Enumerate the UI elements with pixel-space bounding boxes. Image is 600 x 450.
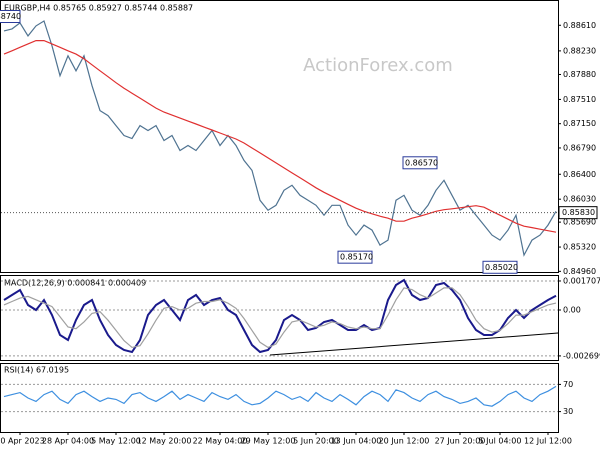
series-line — [3, 287, 557, 349]
x-tick-label: 12 Jul 12:00 — [524, 437, 572, 446]
annotation-label: 0.86570 — [405, 158, 438, 167]
x-tick-label: 5 Jun 20:00 — [293, 437, 339, 446]
annotation-box — [337, 250, 373, 264]
chart-title: EURGBP,H4 0.85765 0.85927 0.85744 0.8588… — [4, 4, 193, 13]
y-tick-label: 0.87880 — [563, 70, 596, 79]
annotation-box — [482, 260, 518, 274]
x-tick-label: 29 May 12:00 — [241, 437, 296, 446]
y-tick-label: -0.002699 — [563, 351, 600, 360]
y-tick-label: 0.84960 — [563, 267, 596, 276]
watermark: ActionForex.com — [303, 55, 453, 76]
y-tick-label: 0.001707 — [563, 276, 600, 285]
x-tick-label: 20 Jun 12:00 — [379, 437, 430, 446]
x-tick-label: 5 May 12:00 — [91, 437, 141, 446]
price-panel — [0, 0, 559, 273]
x-tick-label: 20 Apr 2023 — [0, 437, 45, 446]
annotation-label: 0.88740 — [0, 12, 21, 21]
x-tick-label: 5 Jul 04:00 — [479, 437, 522, 446]
y-tick-label: 30 — [563, 407, 573, 416]
current-price-box — [558, 206, 598, 220]
annotation-box — [0, 10, 21, 24]
x-tick-label: 27 Jun 20:00 — [435, 437, 486, 446]
y-tick-label: 0.86790 — [563, 143, 596, 152]
series-line — [3, 40, 557, 233]
y-tick-label: 0.85690 — [563, 218, 596, 227]
y-tick-label: 0.88230 — [563, 46, 596, 55]
annotation-label: 0.85170 — [340, 253, 373, 262]
rsi-title: RSI(14) 67.0195 — [4, 366, 69, 375]
y-tick-label: 70 — [563, 380, 573, 389]
macd-panel — [0, 275, 559, 361]
annotation-box — [402, 156, 438, 170]
x-tick-label: 12 May 20:00 — [137, 437, 192, 446]
x-tick-label: 22 May 04:00 — [193, 437, 248, 446]
rsi-panel — [0, 363, 559, 433]
series-line — [3, 278, 557, 354]
x-tick-label: 13 Jun 04:00 — [331, 437, 382, 446]
y-tick-label: 0.88610 — [563, 21, 596, 30]
trend-line — [269, 332, 559, 356]
series-line — [3, 385, 557, 407]
y-tick-label: 0.86400 — [563, 170, 596, 179]
y-tick-label: 0.85320 — [563, 243, 596, 252]
y-tick-label: 0.87150 — [563, 119, 596, 128]
x-tick-label: 28 Apr 04:00 — [42, 437, 94, 446]
y-tick-label: 0.86030 — [563, 195, 596, 204]
current-price-label: 0.85830 — [562, 208, 595, 217]
annotation-label: 0.85020 — [485, 263, 518, 272]
y-tick-label: 0.87510 — [563, 95, 596, 104]
y-tick-label: 0.00 — [563, 306, 581, 315]
macd-title: MACD(12,26,9) 0.000841 0.000409 — [4, 279, 146, 288]
